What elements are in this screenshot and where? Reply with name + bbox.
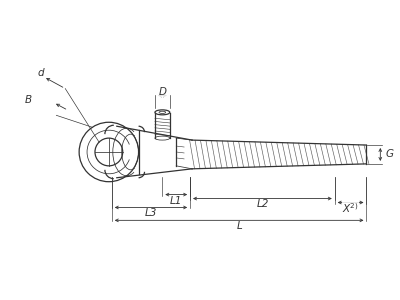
Text: G: G [385,149,393,160]
Text: B: B [25,95,32,106]
Text: L2: L2 [256,200,269,209]
Text: X$^{2)}$: X$^{2)}$ [342,202,359,215]
Text: L: L [236,221,242,231]
Text: L3: L3 [145,208,157,218]
Text: L1: L1 [170,196,182,206]
Text: D: D [158,86,166,97]
Text: d: d [37,68,44,78]
